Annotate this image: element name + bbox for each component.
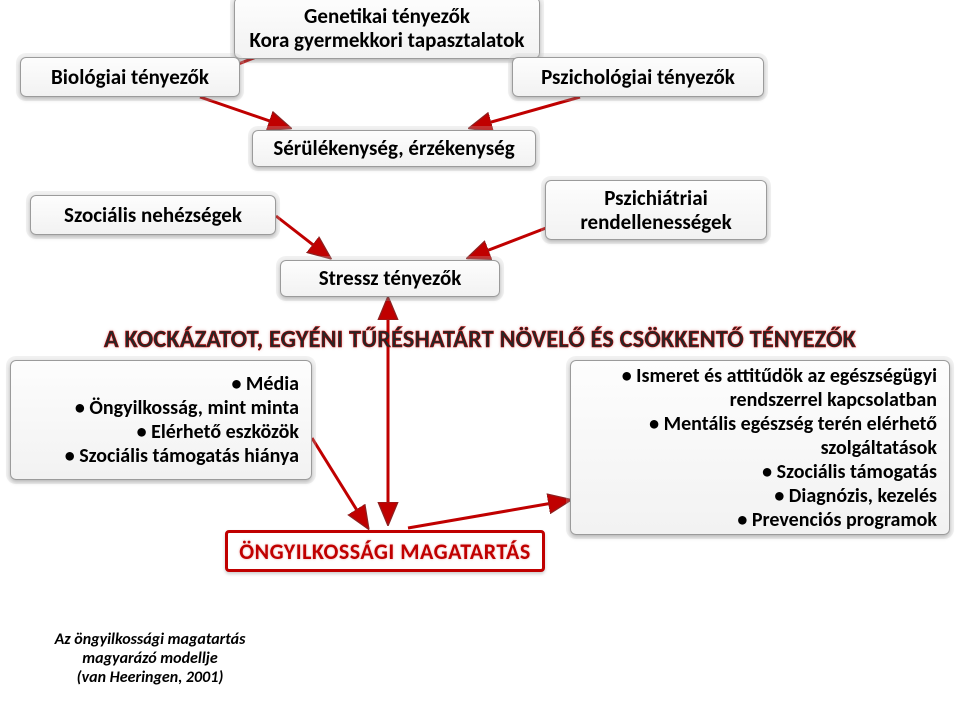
text: rendellenességek xyxy=(580,209,731,235)
list-item: • Diagnózis, kezelés xyxy=(774,484,937,508)
text: Biológiai tényezők xyxy=(51,65,209,89)
section-headline: A KOCKÁZATOT, EGYÉNI TŰRÉSHATÁRT NÖVELŐ … xyxy=(0,325,960,354)
suicidal-behavior-label: ÖNGYILKOSSÁGI MAGATARTÁS xyxy=(225,530,545,572)
list-item: • Prevenciós programok xyxy=(737,508,937,532)
text: (van Heeringen, 2001) xyxy=(77,668,224,687)
text: A KOCKÁZATOT, EGYÉNI TŰRÉSHATÁRT NÖVELŐ … xyxy=(104,325,856,354)
text: Pszichológiai tényezők xyxy=(541,65,735,89)
text: Genetikai tényezők xyxy=(304,3,470,29)
text: Stressz tényezők xyxy=(319,266,462,290)
risk-factors-left: • Média• Öngyilkosság, mint minta• Elérh… xyxy=(10,360,312,480)
box-psychological: Pszichológiai tényezők xyxy=(512,57,764,97)
text: ÖNGYILKOSSÁGI MAGATARTÁS xyxy=(239,538,531,565)
list-item: • Elérhető eszközök xyxy=(137,420,299,444)
text: Pszichiátriai xyxy=(604,185,708,211)
list-item: • Mentális egészség terén elérhető xyxy=(649,412,937,436)
text: Kora gyermekkori tapasztalatok xyxy=(250,27,525,53)
box-genetics: Genetikai tényezők Kora gyermekkori tapa… xyxy=(234,0,540,59)
diagram-stage: { "colors": { "arrow": "#c00000", "arrow… xyxy=(0,0,960,702)
list-item: • Szociális támogatás hiánya xyxy=(65,444,299,468)
list-item: • Öngyilkosság, mint minta xyxy=(75,396,299,420)
text: Szociális nehézségek xyxy=(64,203,242,227)
list-item: rendszerrel kapcsolatban xyxy=(730,388,937,412)
list-item: • Szociális támogatás xyxy=(762,460,937,484)
list-item: • Média xyxy=(231,372,299,396)
box-biological: Biológiai tényezők xyxy=(20,57,240,97)
list-item: szolgáltatások xyxy=(821,436,937,460)
text: magyarázó modellje xyxy=(82,649,217,668)
protective-factors-right: • Ismeret és attitűdök az egészségügyire… xyxy=(570,360,950,535)
text: Az öngyilkossági magatartás xyxy=(55,630,246,649)
list-item: • Ismeret és attitűdök az egészségügyi xyxy=(622,364,937,388)
box-vulnerability: Sérülékenység, érzékenység xyxy=(252,130,536,167)
box-psychiatric: Pszichiátriai rendellenességek xyxy=(545,180,767,240)
box-social-difficulties: Szociális nehézségek xyxy=(30,195,276,235)
citation: Az öngyilkossági magatartás magyarázó mo… xyxy=(20,630,280,688)
box-stress: Stressz tényezők xyxy=(280,260,500,297)
text: Sérülékenység, érzékenység xyxy=(273,136,514,160)
